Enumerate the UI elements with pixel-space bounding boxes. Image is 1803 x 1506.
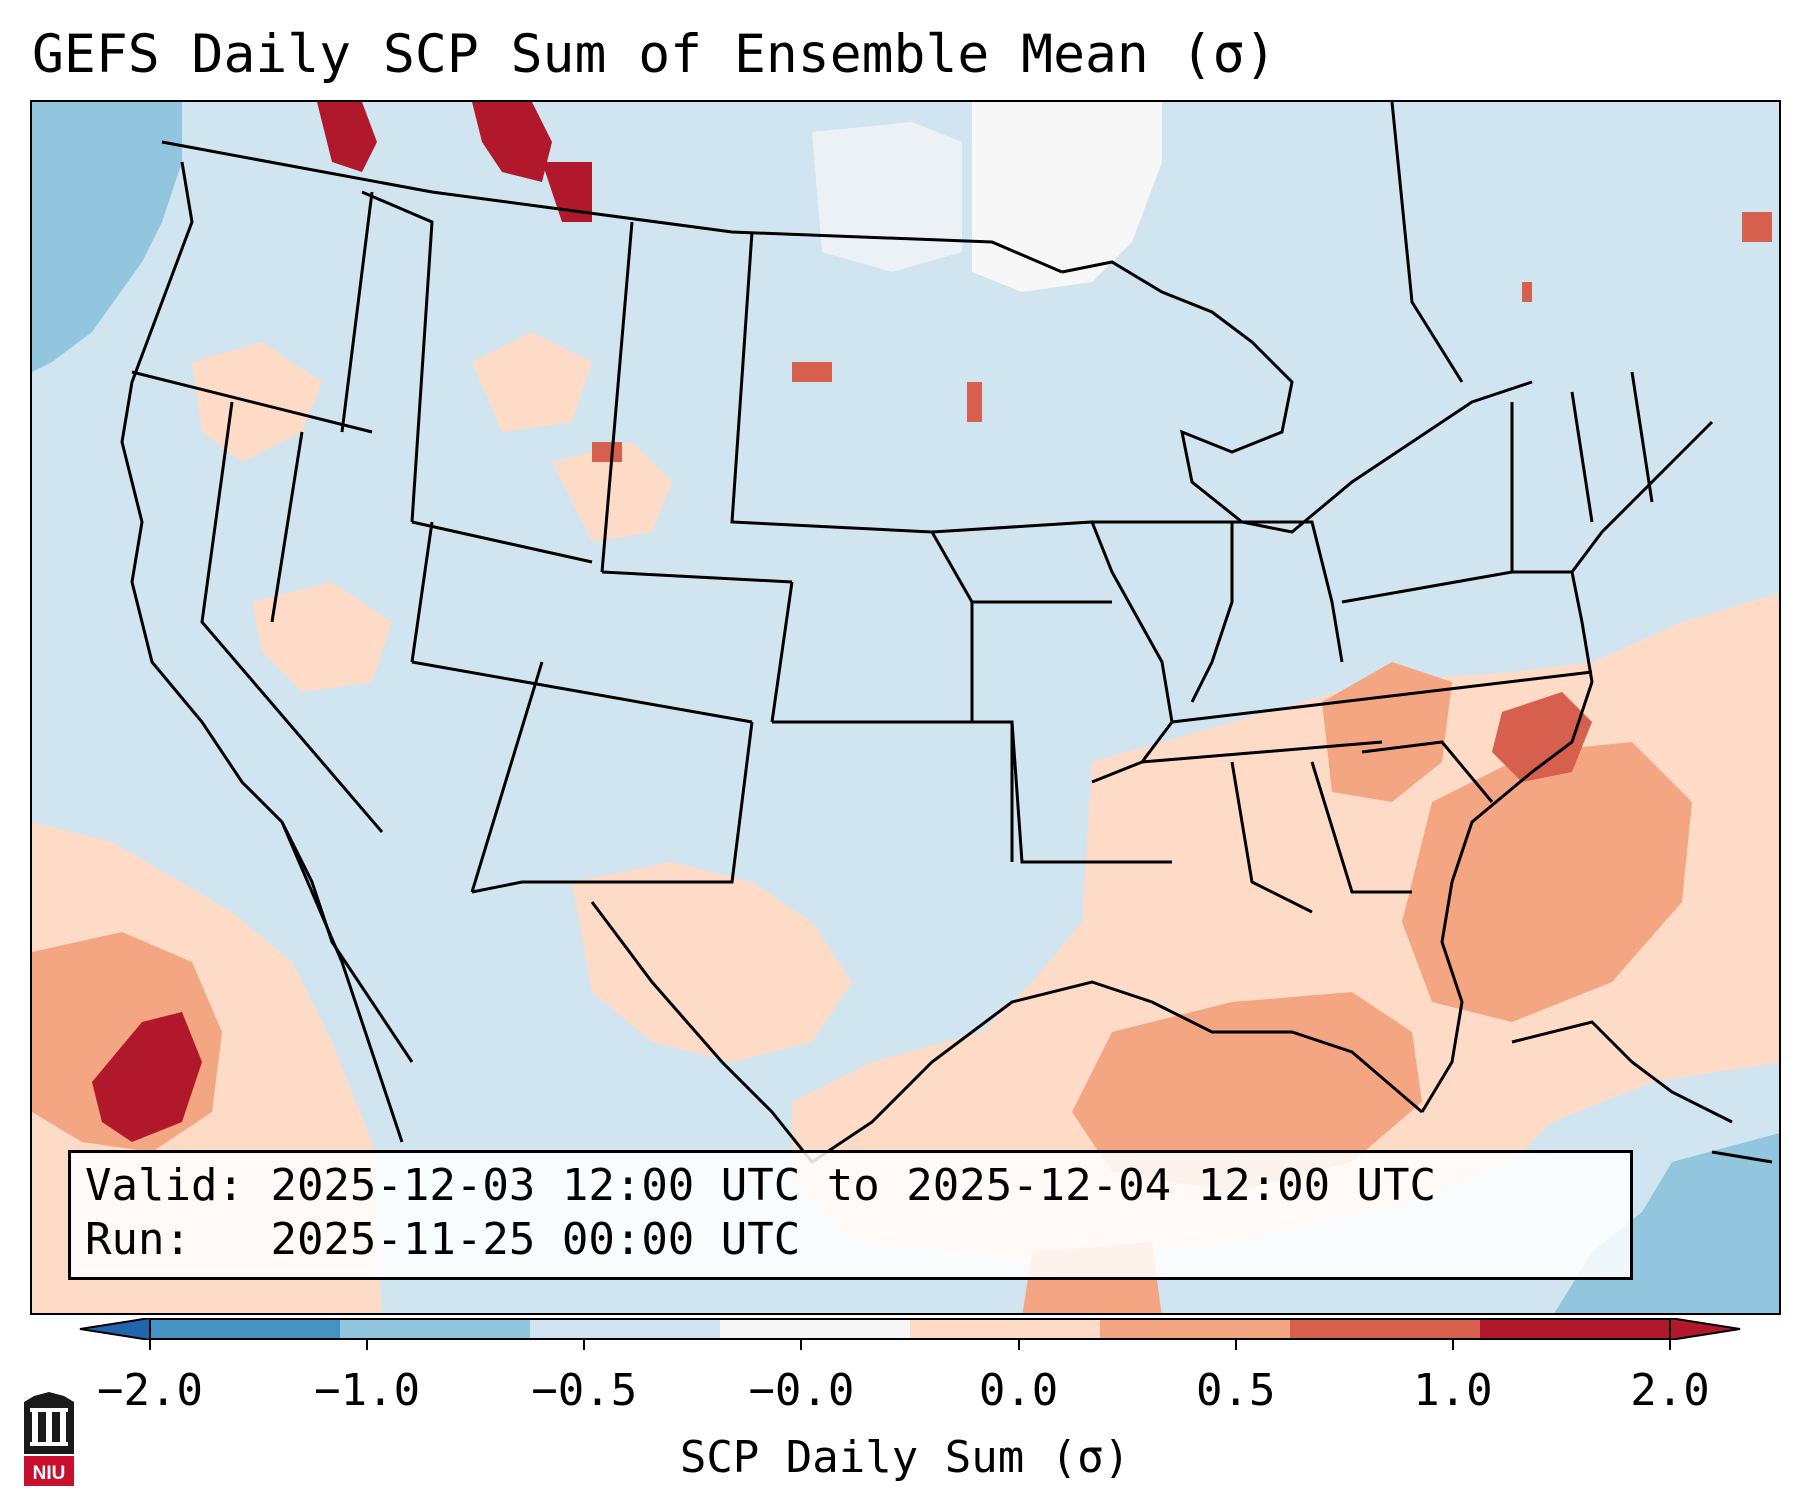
colorbar-segment [340, 1318, 531, 1340]
colorbar-tick-mark [583, 1340, 586, 1350]
state-lines-west [131, 190, 794, 894]
scattered-red-cells [592, 212, 1772, 462]
colorbar-border [149, 1318, 1671, 1340]
colorbar-tick-label: 2.0 [1630, 1365, 1710, 1416]
east-coast [1450, 420, 1714, 883]
carolina-medium-salmon-region [1322, 662, 1452, 802]
atlantic-medium-salmon-region [1402, 742, 1692, 1022]
white-near-zero-region [972, 102, 1162, 292]
state-lines-central [730, 231, 1174, 864]
colorbar-tick-label: 0.5 [1195, 1365, 1276, 1416]
colorbar-segment [1290, 1318, 1481, 1340]
colorbar-label: SCP Daily Sum (σ) [679, 1432, 1131, 1483]
florida [1420, 881, 1464, 1113]
caribbean-islands [1511, 1020, 1773, 1164]
colorbar-tick-label: −2.0 [97, 1365, 203, 1416]
texas-light-salmon-region [572, 862, 852, 1062]
white-near-zero-region-2 [812, 122, 962, 272]
colorbar-tick-label: −1.0 [314, 1365, 421, 1416]
colorbar-tick-label: −0.5 [531, 1365, 638, 1416]
pacific-dark-blue-region [32, 102, 182, 372]
colorbar-segment [910, 1318, 1101, 1340]
colorbar-extend-low [79, 1318, 151, 1340]
colorbar-tick-mark [1669, 1340, 1671, 1350]
pacific-dark-red-region [92, 1012, 202, 1142]
colorbar-tick-mark [1451, 1340, 1454, 1350]
map-panel [30, 100, 1781, 1315]
colorbar-segment [1480, 1318, 1671, 1340]
gulf-medium-salmon-region [1072, 992, 1422, 1192]
gulf-coast [590, 901, 1423, 1165]
great-lakes [1061, 260, 1533, 534]
colorbar-tick-label: 1.0 [1413, 1365, 1493, 1416]
valid-label: Valid: [85, 1160, 244, 1211]
colorbar-segment [530, 1318, 721, 1340]
colorbar-tick-mark [1234, 1340, 1237, 1350]
logo-text: NIU [33, 1463, 66, 1484]
run-value: 2025-11-25 00:00 UTC [270, 1214, 801, 1265]
colorbar-segment [1100, 1318, 1291, 1340]
colorbar-tick-mark [800, 1340, 803, 1350]
colorbar-segment [720, 1318, 911, 1340]
canada-border [161, 140, 1063, 274]
colorbar-tick-mark [1017, 1340, 1020, 1350]
valid-run-infobox: Valid: 2025-12-03 12:00 UTC to 2025-12-0… [68, 1150, 1633, 1280]
colorbar-tick-mark [149, 1340, 151, 1350]
map-canvas [32, 102, 1779, 1313]
geographic-outlines [120, 102, 1773, 1165]
colorbar-segment [150, 1318, 341, 1340]
northcarolina-dark-red-region [1492, 692, 1592, 782]
mexico-baja [280, 821, 404, 1143]
colorbar-tick-label: −0.0 [748, 1365, 855, 1416]
colorbar [79, 1318, 1741, 1340]
valid-value: 2025-12-03 12:00 UTC to 2025-12-04 12:00… [270, 1160, 1437, 1211]
colorbar-extend-high [1669, 1318, 1741, 1340]
colorbar-tick-label: 0.0 [978, 1365, 1059, 1416]
run-label: Run: [85, 1214, 191, 1265]
northeast-lines [1390, 102, 1654, 572]
washington-dark-red-patches [317, 102, 592, 222]
niu-logo: NIU [24, 1392, 74, 1486]
west-light-salmon-patches [192, 332, 672, 692]
colorbar-tick-mark [366, 1340, 369, 1350]
map-title: GEFS Daily SCP Sum of Ensemble Mean (σ) [32, 24, 1277, 85]
